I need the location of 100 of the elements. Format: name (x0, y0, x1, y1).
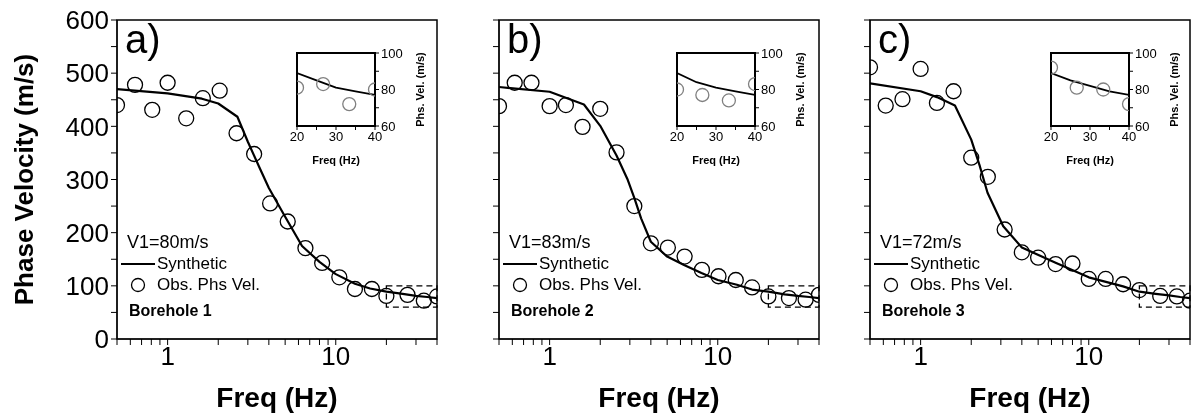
point (331, 269, 348, 286)
x-tick-label: 30 (328, 129, 344, 145)
annotation: V1=83m/s (509, 231, 592, 253)
annotation: V1=72m/s (880, 231, 963, 253)
annotation: Borehole 1 (129, 301, 213, 321)
point (592, 100, 609, 117)
point (523, 74, 540, 91)
point (894, 91, 911, 108)
annotation: a) (125, 16, 161, 62)
x-tick-label: 40 (367, 129, 383, 145)
point (912, 60, 929, 78)
annotation: Borehole 3 (882, 301, 966, 321)
y-tick-label: 100 (65, 271, 109, 302)
x-tick-label: 30 (708, 129, 724, 145)
point (676, 248, 693, 265)
point (245, 145, 263, 163)
point (877, 97, 894, 114)
y-tick-label: 60 (381, 118, 396, 134)
point (159, 74, 176, 91)
y-tick-label: 0 (94, 324, 109, 355)
y-tick-label: 80 (381, 82, 396, 98)
x-tick-label: 10 (703, 341, 733, 372)
y-tick-label: 200 (65, 217, 109, 248)
point (693, 261, 711, 279)
point (1131, 281, 1148, 299)
x-tick-label: 40 (747, 129, 763, 145)
y-axis-title: Phs. Vel. (m/s) (413, 51, 426, 127)
point (710, 268, 727, 285)
point (211, 82, 228, 99)
x-axis-title: Freq (Hz) (598, 382, 720, 413)
legend-label: Synthetic (157, 253, 227, 274)
legend-label: Obs. Phs Vel. (157, 274, 260, 295)
point (727, 271, 744, 289)
legend-label: Obs. Phs Vel. (539, 274, 642, 295)
x-tick-label: 1 (160, 341, 175, 372)
point (415, 292, 432, 309)
x-tick-label: 40 (1121, 129, 1137, 145)
x-tick-label: 10 (1074, 341, 1104, 372)
x-tick-label: 1 (913, 341, 928, 372)
point (1097, 270, 1114, 288)
y-tick-label: 600 (65, 5, 109, 36)
point (541, 97, 558, 115)
point (346, 280, 364, 298)
y-tick-label: 100 (1135, 45, 1157, 61)
x-axis-title: Freq (Hz) (216, 382, 338, 413)
point (1030, 249, 1047, 266)
y-tick-label: 500 (65, 58, 109, 89)
point (194, 90, 211, 107)
x-axis-title: Freq (Hz) (1066, 154, 1115, 166)
point (608, 144, 625, 161)
point (363, 280, 381, 298)
x-axis-title: Freq (Hz) (969, 382, 1091, 413)
x-tick-label: 10 (321, 341, 351, 372)
point (297, 239, 314, 257)
line-series (297, 72, 375, 96)
x-tick-label: 30 (1082, 129, 1098, 145)
y-axis-title: Phase Velocity (m/s) (9, 53, 40, 306)
legend-label: Obs. Phs Vel. (910, 274, 1013, 295)
point (1064, 255, 1081, 272)
point (314, 254, 331, 272)
y-tick-label: 60 (1135, 118, 1150, 134)
point (996, 221, 1013, 238)
point (743, 279, 761, 296)
annotation: Borehole 2 (511, 301, 595, 321)
point (945, 83, 962, 100)
x-tick-label: 1 (542, 341, 557, 372)
point (626, 197, 643, 215)
x-tick-label: 20 (289, 129, 305, 145)
y-tick-label: 80 (761, 82, 776, 98)
x-axis-title: Freq (Hz) (692, 154, 741, 166)
y-tick-label: 60 (761, 118, 776, 134)
point (144, 101, 161, 118)
x-tick-label: 20 (669, 129, 685, 145)
y-tick-label: 100 (761, 45, 783, 61)
point (228, 125, 245, 142)
annotation: c) (878, 16, 912, 62)
point (1047, 255, 1064, 273)
point (126, 76, 144, 94)
point (279, 213, 296, 230)
point (928, 94, 946, 112)
point (1114, 276, 1132, 293)
legend-label: Synthetic (539, 253, 609, 274)
y-tick-label: 400 (65, 111, 109, 142)
point (963, 149, 980, 166)
point (506, 74, 523, 91)
x-tick-label: 20 (1043, 129, 1059, 145)
point (557, 96, 575, 114)
point (1080, 270, 1097, 288)
y-axis-title: Phs. Vel. (m/s) (1167, 51, 1180, 127)
annotation: b) (507, 16, 543, 62)
y-tick-label: 300 (65, 164, 109, 195)
annotation: V1=80m/s (127, 231, 210, 253)
y-tick-label: 100 (381, 45, 403, 61)
y-tick-label: 80 (1135, 82, 1150, 98)
point (178, 110, 195, 127)
point (574, 118, 591, 136)
x-axis-title: Freq (Hz) (312, 154, 361, 166)
point (979, 168, 996, 185)
y-axis-title: Phs. Vel. (m/s) (793, 51, 806, 127)
point (659, 239, 677, 256)
